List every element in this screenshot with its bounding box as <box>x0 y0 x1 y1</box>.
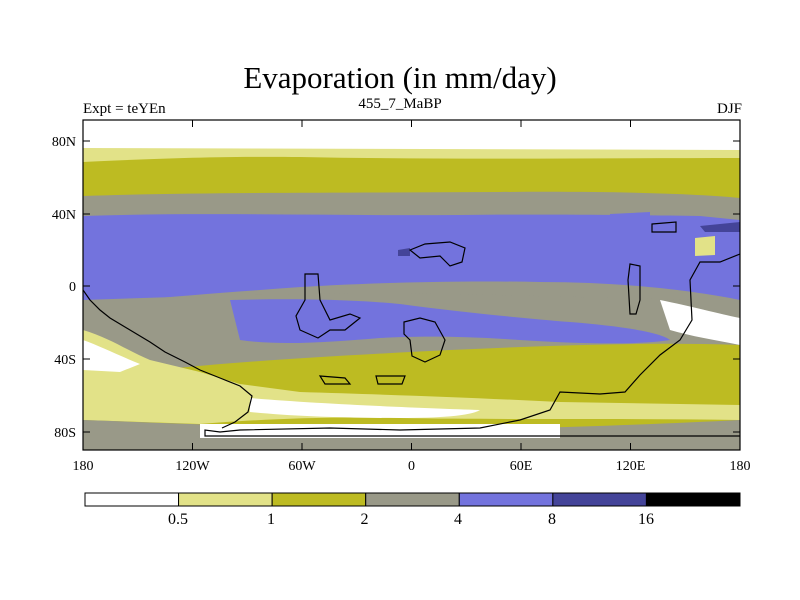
colorbar-box-0 <box>84 492 180 507</box>
x-tick-180e: 180 <box>730 459 751 474</box>
x-tick-60e: 60E <box>510 459 533 474</box>
colorbar-label-8: 8 <box>548 511 556 528</box>
evap-south-white <box>83 300 740 418</box>
coastline-east-asia <box>627 263 641 315</box>
experiment-label: Expt = teYEn <box>83 101 166 117</box>
season-label: DJF <box>716 101 742 117</box>
colorbar-label-4: 4 <box>454 511 462 528</box>
evap-antarctic-white <box>200 424 560 438</box>
y-tick-80n: 80N <box>52 135 76 150</box>
y-tick-40s: 40S <box>54 353 76 368</box>
y-axis-ticks <box>83 140 740 433</box>
colorbar-box-1 <box>178 492 273 507</box>
x-axis-ticks <box>82 120 741 450</box>
evap-south-05-1 <box>83 330 740 424</box>
colorbar-labels: 0.5 1 2 4 8 16 <box>168 511 654 528</box>
coastline-south-america-west <box>295 273 362 339</box>
colorbar-label-2: 2 <box>361 511 369 528</box>
y-tick-0: 0 <box>69 280 76 295</box>
coastline-africa <box>403 317 446 363</box>
y-tick-labels: 80N 40N 0 40S 80S <box>52 135 76 441</box>
coastline-tethys-isle <box>651 221 677 233</box>
colorbar-box-3 <box>365 492 460 507</box>
map-plot-area <box>83 120 740 450</box>
coastlines <box>83 221 740 437</box>
colorbar-box-2 <box>271 492 367 507</box>
x-tick-0: 0 <box>408 459 415 474</box>
coastline-south-island <box>318 375 406 385</box>
plot-title: Evaporation (in mm/day) <box>243 60 557 95</box>
colorbar-box-4 <box>458 492 554 507</box>
coastline-pangea-west <box>83 289 253 429</box>
evap-asia-4-8 <box>610 212 650 222</box>
coastline-north-africa-plateau <box>408 241 466 267</box>
colorbar-label-16: 16 <box>638 511 654 528</box>
evap-north-05-1 <box>83 148 740 162</box>
evap-tibet-1 <box>695 236 715 256</box>
colorbar-box-5 <box>552 492 647 507</box>
x-tick-60w: 60W <box>288 459 316 474</box>
colorbar <box>84 492 741 507</box>
x-tick-120w: 120W <box>175 459 210 474</box>
evap-tropics-4-8 <box>83 214 740 304</box>
evap-south-4-8 <box>230 299 670 344</box>
coastline-pangea-east <box>204 253 740 437</box>
x-tick-120e: 120E <box>616 459 646 474</box>
colorbar-box-6 <box>645 492 741 507</box>
x-tick-labels: 180 120W 60W 0 60E 120E 180 <box>73 459 751 474</box>
y-tick-80s: 80S <box>54 426 76 441</box>
y-tick-40n: 40N <box>52 208 76 223</box>
time-period-label: 455_7_MaBP <box>358 96 442 112</box>
x-tick-180w: 180 <box>73 459 94 474</box>
colorbar-label-1: 1 <box>267 511 275 528</box>
colorbar-label-0.5: 0.5 <box>168 511 188 528</box>
